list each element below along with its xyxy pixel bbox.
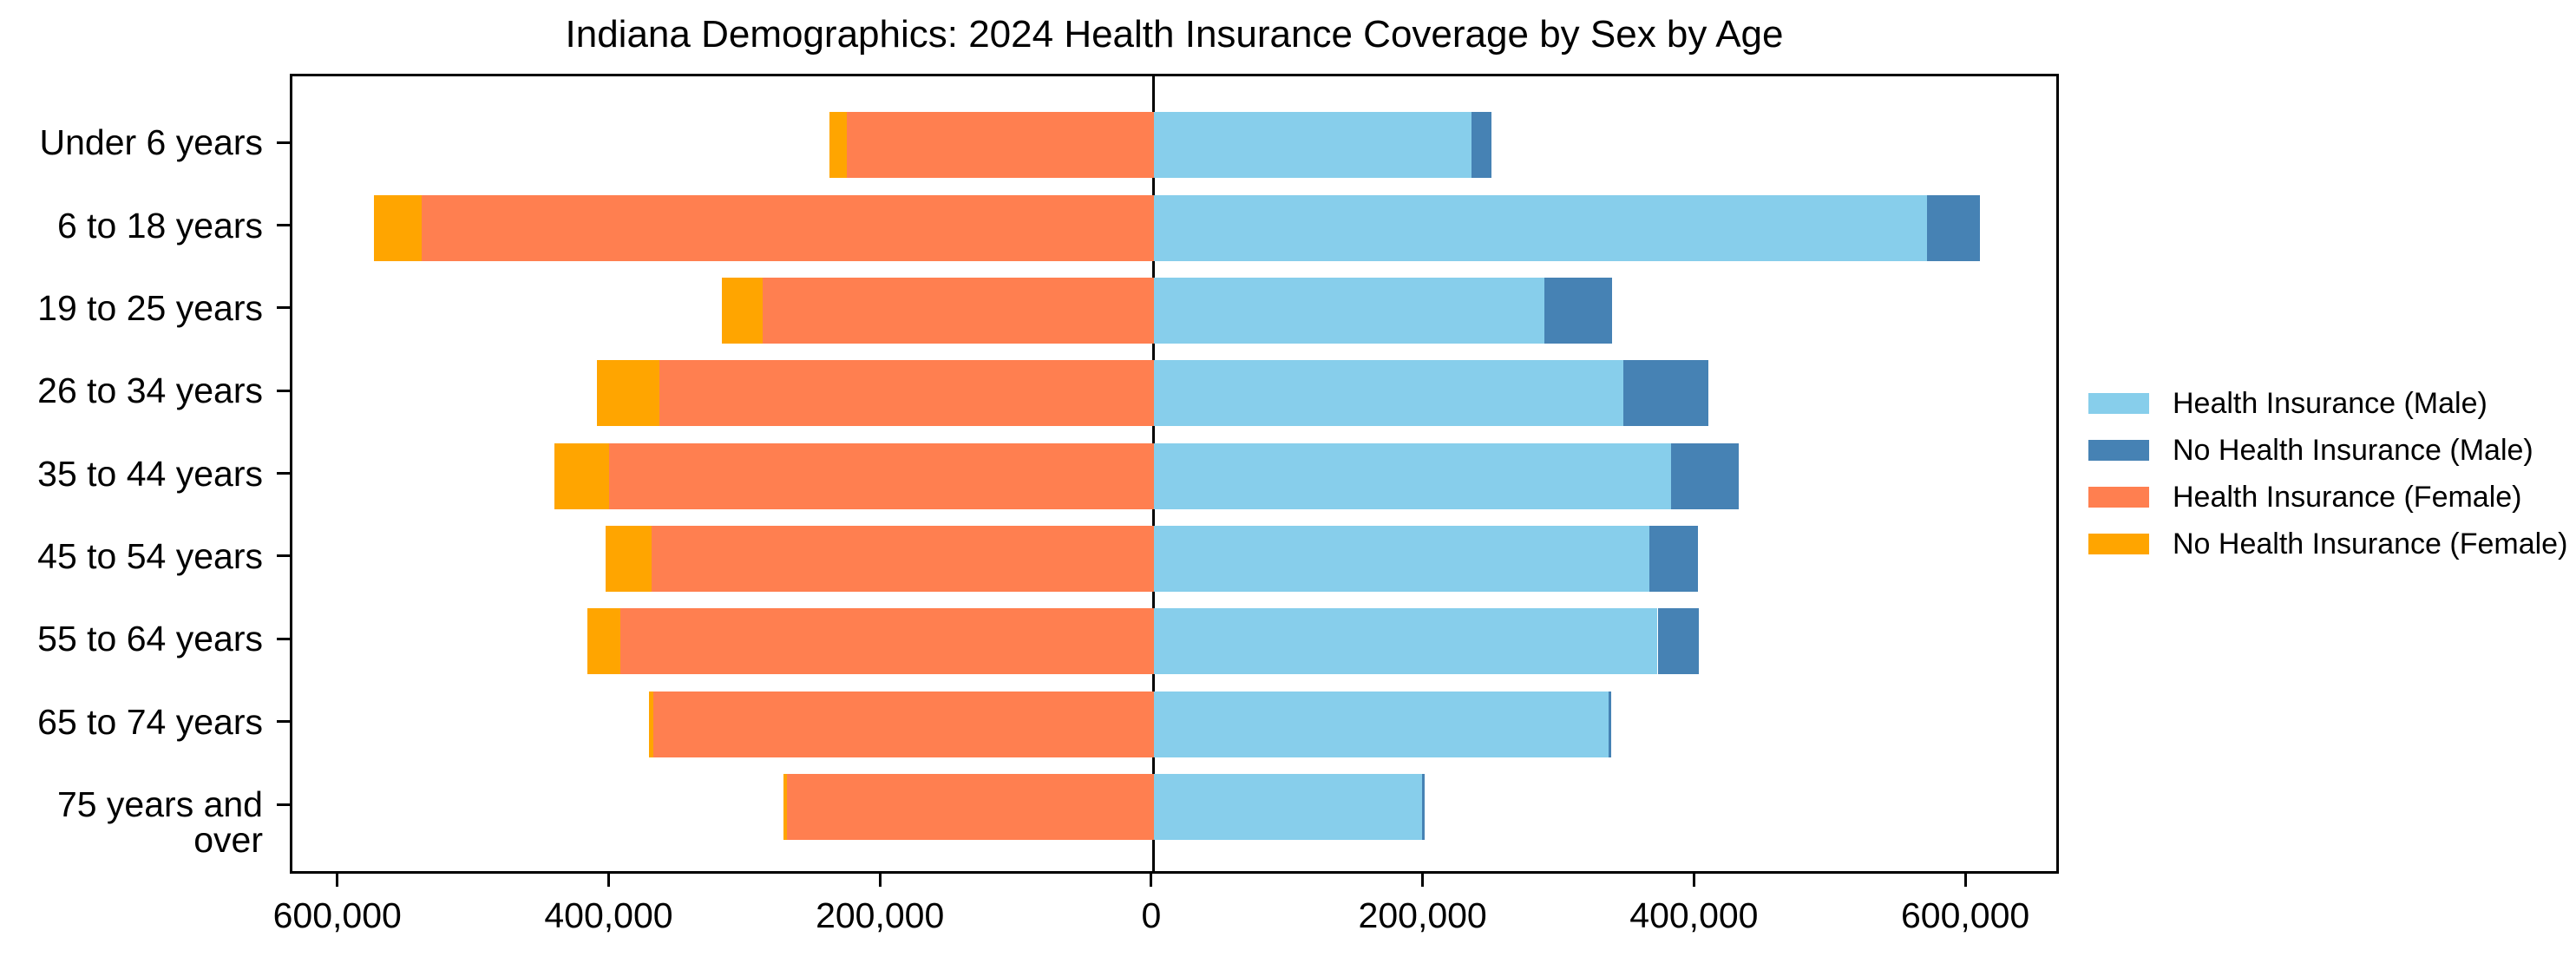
- bar-segment-left-uninsured: [721, 277, 763, 344]
- plot-area: [290, 74, 2059, 874]
- bar-segment-left-insured: [421, 194, 1154, 261]
- bar-segment-right-insured: [1153, 360, 1624, 427]
- legend-label: No Health Insurance (Male): [2173, 433, 2533, 467]
- bar-segment-left-uninsured: [554, 442, 609, 509]
- bar-segment-left-insured: [762, 277, 1154, 344]
- bar-segment-left-insured: [653, 691, 1154, 757]
- y-tick-mark: [277, 224, 290, 227]
- x-tick-mark: [1963, 874, 1967, 887]
- bar-segment-left-uninsured: [587, 608, 621, 675]
- x-tick-mark: [336, 874, 339, 887]
- legend-label: No Health Insurance (Female): [2173, 527, 2568, 560]
- bar-segment-left-uninsured: [783, 774, 788, 840]
- legend-item: Health Insurance (Female): [2088, 474, 2567, 521]
- legend-item: Health Insurance (Male): [2088, 380, 2567, 427]
- bar-segment-left-uninsured: [373, 194, 422, 261]
- legend: Health Insurance (Male) No Health Insuran…: [2088, 380, 2567, 567]
- legend-swatch: [2088, 393, 2149, 414]
- x-axis-label: 400,000: [544, 895, 673, 935]
- x-tick-mark: [1421, 874, 1425, 887]
- y-tick-mark: [277, 637, 290, 640]
- bar-segment-right-insured: [1153, 194, 1927, 261]
- y-axis-label: 65 to 74 years: [37, 701, 263, 742]
- bar-segment-right-insured: [1153, 277, 1545, 344]
- x-axis-label: 200,000: [816, 895, 945, 935]
- legend-item: No Health Insurance (Female): [2088, 521, 2567, 567]
- bar-segment-right-uninsured: [1926, 194, 1981, 261]
- bar-segment-left-insured: [651, 525, 1154, 592]
- bar-segment-right-uninsured: [1544, 277, 1612, 344]
- bar-segment-right-insured: [1153, 112, 1472, 179]
- bar-segment-right-insured: [1153, 774, 1422, 840]
- bar-segment-left-insured: [608, 442, 1154, 509]
- y-tick-mark: [277, 141, 290, 144]
- legend-label: Health Insurance (Male): [2173, 386, 2488, 420]
- bar-segment-left-insured: [620, 608, 1154, 675]
- bar-segment-right-insured: [1153, 691, 1609, 757]
- y-axis-label: 45 to 54 years: [37, 535, 263, 576]
- bar-segment-right-uninsured: [1609, 691, 1612, 757]
- bar-segment-left-insured: [847, 112, 1154, 179]
- y-tick-mark: [277, 389, 290, 392]
- x-axis-label: 600,000: [1900, 895, 2030, 935]
- y-axis-label: 55 to 64 years: [37, 619, 263, 659]
- x-tick-mark: [1692, 874, 1695, 887]
- x-axis-label: 600,000: [272, 895, 402, 935]
- bar-segment-left-insured: [787, 774, 1154, 840]
- bar-segment-right-uninsured: [1671, 442, 1740, 509]
- legend-swatch: [2088, 534, 2149, 554]
- legend-swatch: [2088, 487, 2149, 508]
- bar-segment-right-insured: [1153, 442, 1672, 509]
- y-tick-mark: [277, 554, 290, 558]
- legend-swatch: [2088, 440, 2149, 461]
- bar-segment-right-uninsured: [1657, 608, 1699, 675]
- x-axis-label: 200,000: [1358, 895, 1487, 935]
- legend-label: Health Insurance (Female): [2173, 480, 2522, 514]
- y-axis-label: 19 to 25 years: [37, 287, 263, 328]
- y-axis-label: 75 years and over: [56, 784, 263, 860]
- y-axis-label: 35 to 44 years: [37, 453, 263, 494]
- y-axis-label: 6 to 18 years: [56, 205, 263, 246]
- bar-segment-right-uninsured: [1421, 774, 1425, 840]
- bar-segment-left-uninsured: [605, 525, 652, 592]
- bar-segment-right-insured: [1153, 525, 1650, 592]
- x-axis-label: 400,000: [1629, 895, 1759, 935]
- legend-item: No Health Insurance (Male): [2088, 427, 2567, 474]
- y-tick-mark: [277, 306, 290, 310]
- bar-segment-left-uninsured: [649, 691, 654, 757]
- y-axis-label: Under 6 years: [39, 122, 263, 163]
- x-tick-mark: [878, 874, 882, 887]
- y-tick-mark: [277, 720, 290, 724]
- bar-segment-right-uninsured: [1623, 360, 1708, 427]
- y-tick-mark: [277, 472, 290, 475]
- x-tick-mark: [606, 874, 610, 887]
- y-tick-mark: [277, 803, 290, 806]
- bar-segment-left-uninsured: [596, 360, 659, 427]
- bar-segment-right-uninsured: [1471, 112, 1492, 179]
- bar-segment-right-insured: [1153, 608, 1658, 675]
- x-axis-label: 0: [1141, 895, 1162, 935]
- bar-segment-right-uninsured: [1649, 525, 1699, 592]
- x-tick-mark: [1150, 874, 1153, 887]
- bar-segment-left-insured: [659, 360, 1154, 427]
- y-axis-label: 26 to 34 years: [37, 370, 263, 411]
- chart-title: Indiana Demographics: 2024 Health Insura…: [565, 13, 1784, 56]
- bar-segment-left-uninsured: [829, 112, 848, 179]
